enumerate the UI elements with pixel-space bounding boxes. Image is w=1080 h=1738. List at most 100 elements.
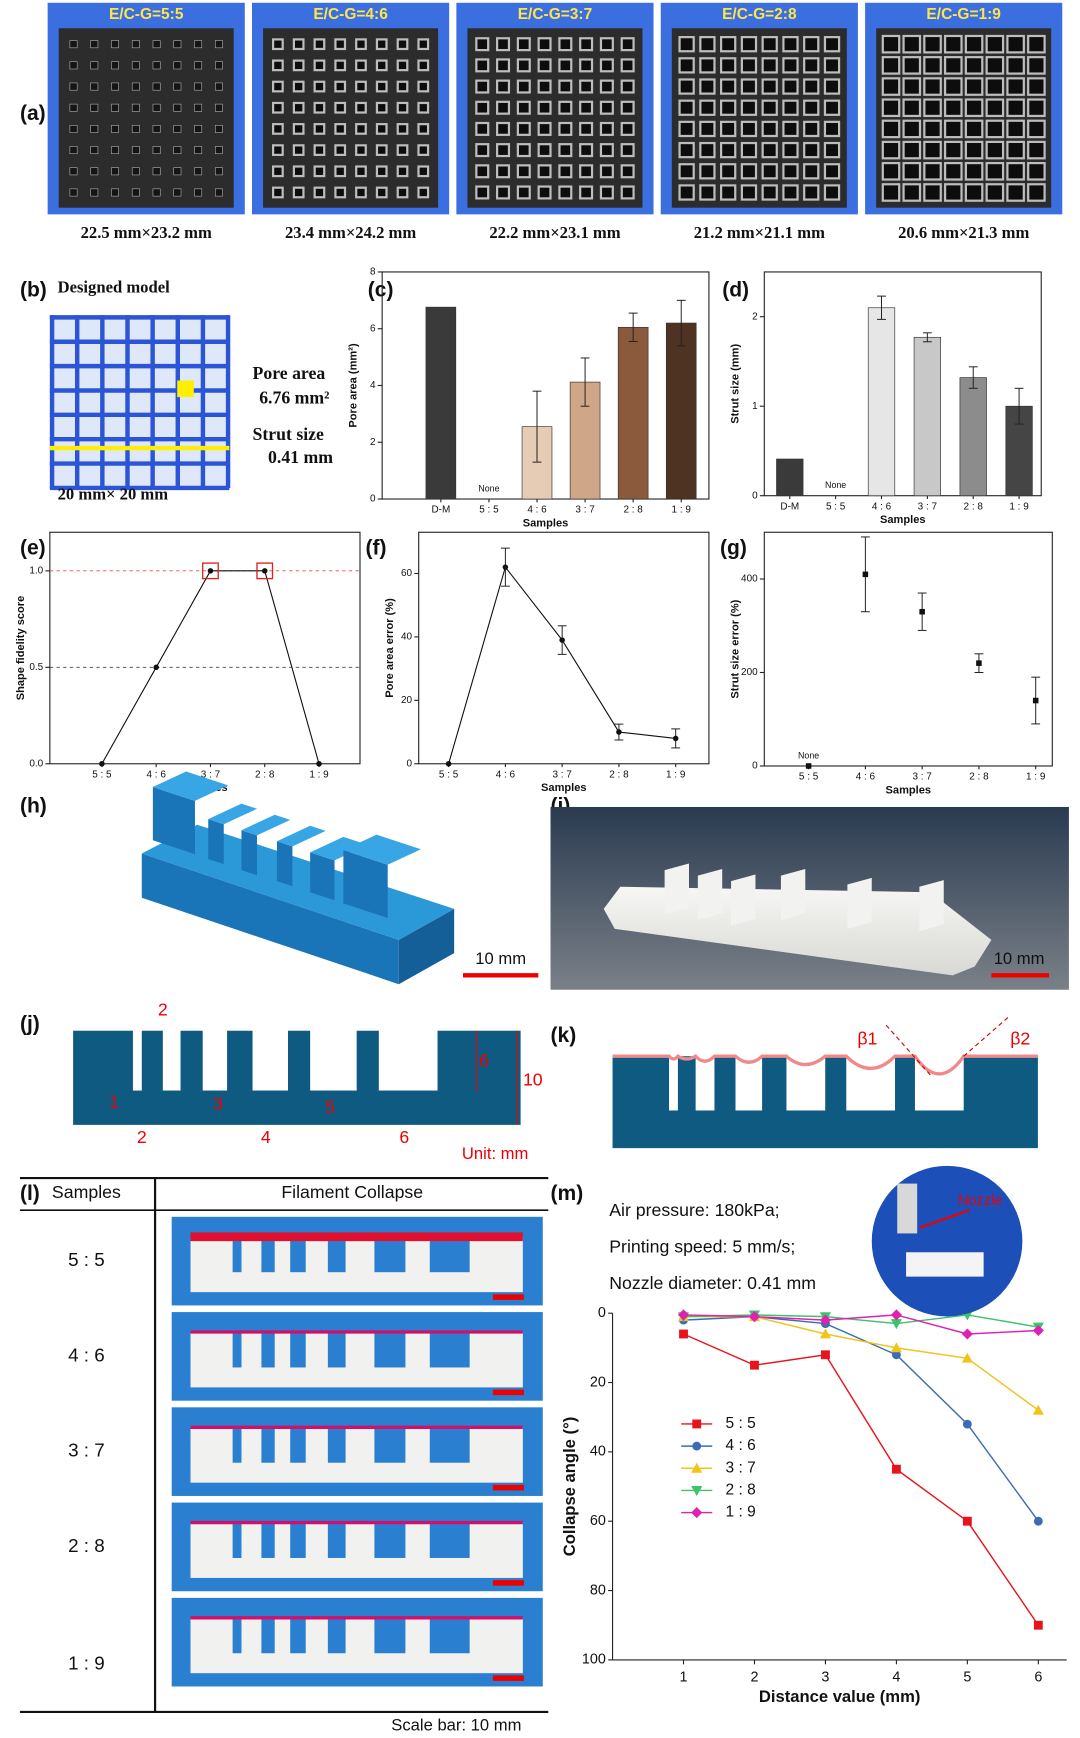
- pore: [272, 80, 284, 93]
- pore: [173, 146, 182, 155]
- pore: [537, 58, 552, 73]
- plot-frame: [49, 531, 361, 765]
- y-tick-label: 0: [752, 490, 758, 501]
- pore: [943, 77, 963, 96]
- x-axis-title: Samples: [541, 782, 587, 794]
- pore: [943, 34, 963, 54]
- label: Filament Collapse: [281, 1182, 423, 1202]
- pore: [173, 61, 182, 70]
- pore: [985, 140, 1005, 160]
- pore: [537, 164, 552, 179]
- y-axis-title: Pore area (mm²): [347, 343, 359, 428]
- pore: [579, 37, 594, 52]
- pore: [902, 183, 922, 202]
- pore: [620, 143, 635, 158]
- pore: [599, 58, 614, 73]
- pore: [375, 101, 388, 114]
- pore: [740, 57, 758, 74]
- pore: [985, 161, 1005, 181]
- legend-label: 5 : 5: [726, 1415, 756, 1432]
- scaffold-photo: [671, 28, 847, 208]
- pore: [964, 183, 984, 202]
- pore: [803, 99, 820, 116]
- slot: [290, 1236, 306, 1273]
- pore: [881, 34, 901, 54]
- pore: [720, 120, 737, 138]
- pore: [355, 165, 367, 178]
- label: 2: [158, 999, 168, 1019]
- pore: [1006, 161, 1025, 181]
- slot: [669, 1055, 678, 1111]
- pore: [902, 56, 922, 75]
- y-tick-label: 200: [741, 667, 758, 678]
- pore: [599, 143, 614, 158]
- slot: [327, 1332, 346, 1368]
- label: 5: [325, 1097, 335, 1117]
- pore: [823, 141, 841, 159]
- pore: [740, 36, 758, 53]
- label: Unit: mm: [462, 1144, 528, 1163]
- pore: [620, 100, 635, 115]
- bar: [867, 307, 896, 497]
- pore: [579, 164, 594, 179]
- pore: [1027, 56, 1046, 75]
- marker: [962, 1419, 972, 1429]
- pore: [558, 164, 573, 179]
- pore: [761, 57, 778, 74]
- pore: [214, 188, 223, 197]
- panel-label: (j): [20, 1013, 40, 1036]
- pore: [355, 101, 367, 114]
- y-tick-label: 4: [370, 380, 376, 391]
- pore: [292, 144, 305, 156]
- label: 10 mm: [475, 949, 526, 968]
- pore: [173, 167, 182, 176]
- marker: [890, 1342, 902, 1353]
- pore: [396, 144, 409, 156]
- marker: [961, 1328, 973, 1340]
- pore: [923, 34, 942, 54]
- model-face: [310, 852, 335, 901]
- pore: [761, 120, 778, 138]
- marker: [502, 564, 509, 570]
- pore: [678, 184, 695, 201]
- model-face: [343, 850, 388, 918]
- bar: [913, 336, 941, 497]
- pore: [214, 82, 223, 91]
- pore: [355, 59, 367, 72]
- scale-bar: [492, 1675, 524, 1681]
- label: 6: [479, 1050, 489, 1070]
- pore: [173, 125, 182, 133]
- pore: [1006, 98, 1025, 118]
- pore: [496, 121, 511, 136]
- pore: [152, 125, 161, 133]
- pore: [803, 36, 820, 53]
- pore: [313, 80, 326, 93]
- y-tick-label: 2: [370, 437, 376, 448]
- pore: [272, 186, 284, 199]
- marker: [805, 763, 812, 769]
- model-face: [398, 908, 455, 985]
- pore: [1027, 77, 1046, 96]
- pore: [516, 100, 531, 115]
- pore: [496, 185, 511, 200]
- collapsed-filament: [612, 1054, 1038, 1076]
- pore: [475, 164, 490, 179]
- pore: [985, 119, 1005, 139]
- model-face: [310, 836, 368, 861]
- y-tick-label: 0: [598, 1305, 606, 1321]
- pore: [1027, 98, 1046, 118]
- model-face: [141, 853, 399, 985]
- pore: [823, 163, 841, 180]
- pore: [292, 59, 305, 72]
- y-tick-label: 60: [401, 568, 413, 579]
- pore: [537, 37, 552, 52]
- slot: [132, 1029, 142, 1091]
- pore: [1027, 140, 1046, 160]
- pore: [782, 78, 799, 95]
- pore: [599, 185, 614, 200]
- marker: [207, 568, 214, 574]
- pore: [214, 125, 223, 133]
- pore: [355, 38, 367, 51]
- x-tick-label: 5 : 5: [92, 769, 112, 780]
- label: Air pressure: 180kPa;: [609, 1200, 779, 1220]
